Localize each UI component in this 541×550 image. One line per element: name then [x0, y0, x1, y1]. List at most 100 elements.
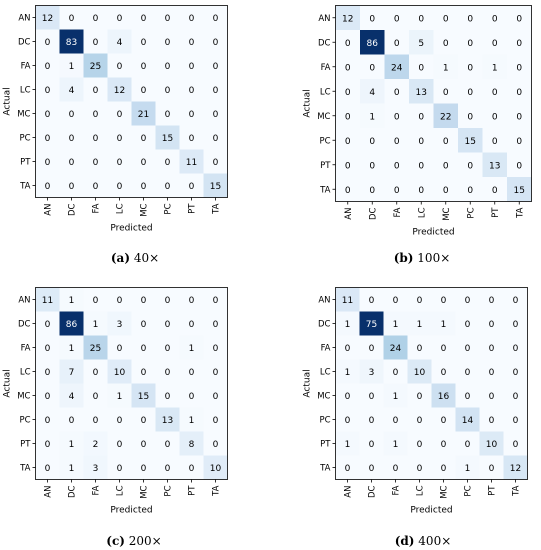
cell-value: 0 [189, 296, 195, 306]
cell-value: 0 [213, 368, 219, 378]
cell-value: 11 [42, 296, 53, 306]
matrix-cell [431, 455, 456, 480]
x-tick-label: FA [392, 485, 402, 495]
cell-value: 0 [189, 464, 195, 474]
matrix-frame [35, 5, 228, 198]
matrix-cell [360, 30, 385, 55]
cell-value: 0 [489, 464, 495, 474]
matrix-cell [359, 455, 384, 480]
cell-value: 0 [213, 62, 219, 72]
cell-value: 0 [117, 296, 123, 306]
cell-value: 11 [186, 158, 197, 168]
x-tick-label: AN [344, 486, 354, 498]
cell-value: 0 [345, 112, 351, 122]
cell-value: 0 [69, 158, 75, 168]
cell-value: 0 [141, 464, 147, 474]
cell-value: 0 [189, 38, 195, 48]
y-tick-label: FA [21, 344, 31, 354]
matrix-cell [359, 407, 384, 432]
x-tick-label: PC [464, 485, 474, 496]
x-tick-label: PT [488, 485, 498, 496]
x-axis-label: Predicted [110, 224, 152, 234]
cell-value: 0 [369, 14, 375, 24]
matrix-cell [131, 53, 156, 78]
matrix-cell [479, 455, 504, 480]
cell-value: 1 [465, 464, 471, 474]
cell-value: 0 [93, 182, 99, 192]
cell-value: 0 [213, 440, 219, 450]
cell-value: 0 [467, 161, 473, 171]
matrix-cell [407, 407, 432, 432]
matrix-cell [179, 77, 204, 102]
cell-value: 13 [489, 161, 500, 171]
matrix-cell [155, 287, 180, 312]
cell-value: 0 [141, 368, 147, 378]
cell-value: 0 [467, 63, 473, 73]
cell-value: 0 [165, 440, 171, 450]
cell-value: 0 [45, 416, 51, 426]
confusion-matrix-panel-3: 11 1 0 0 0 0 0 00 86 1 3 0 0 0 00 1 25 0 0 0 1 00 7 0 10 0 0 0 00 4 0 1… [3, 287, 228, 548]
matrix-cell [179, 125, 204, 150]
cell-value: 0 [45, 182, 51, 192]
matrix-cell [203, 77, 228, 102]
x-tick-label: AN [344, 208, 354, 220]
cell-value: 0 [369, 161, 375, 171]
matrix-cell [503, 431, 528, 456]
y-tick-label: MC [317, 112, 330, 122]
matrix-cell [35, 335, 60, 360]
cell-value: 25 [90, 62, 101, 72]
cell-value: 0 [489, 296, 495, 306]
cell-value: 1 [117, 392, 123, 402]
matrix-cell [409, 54, 434, 79]
x-tick-label: TA [512, 485, 522, 497]
cell-value: 0 [45, 368, 51, 378]
matrix-cell [335, 383, 360, 408]
matrix-cell [407, 359, 432, 384]
matrix-cell [407, 455, 432, 480]
cell-value: 11 [342, 296, 353, 306]
cell-value: 0 [441, 464, 447, 474]
x-axis-label: Predicted [412, 228, 454, 238]
matrix-cell [59, 383, 84, 408]
matrix-cell [35, 149, 60, 174]
y-tick-label: PC [19, 416, 30, 426]
matrix-cell [433, 54, 458, 79]
matrix-cell [360, 54, 385, 79]
matrix-cell [455, 335, 480, 360]
cell-value: 0 [93, 296, 99, 306]
matrix-cell [35, 77, 60, 102]
cell-value: 0 [69, 416, 75, 426]
cell-value: 0 [465, 320, 471, 330]
matrix-cell [384, 128, 409, 153]
x-tick-label: PT [188, 203, 198, 214]
matrix-cell [35, 287, 60, 312]
cell-value: 1 [393, 440, 399, 450]
cell-value: 0 [443, 39, 449, 49]
cell-value: 0 [165, 368, 171, 378]
x-tick-label: DC [368, 485, 378, 498]
matrix-cell [455, 287, 480, 312]
cell-value: 0 [45, 62, 51, 72]
cell-value: 1 [69, 344, 75, 354]
cell-value: 0 [93, 86, 99, 96]
matrix-cell [59, 5, 84, 30]
matrix-cell [455, 431, 480, 456]
matrix-cell [131, 407, 156, 432]
x-tick-label: TA [212, 203, 222, 215]
matrix-cell [107, 335, 132, 360]
cell-value: 14 [462, 416, 474, 426]
matrix-cell [203, 125, 228, 150]
matrix-cell [155, 125, 180, 150]
x-tick-label: PT [188, 485, 198, 496]
y-tick-label: PT [320, 161, 331, 171]
matrix-cell [131, 101, 156, 126]
x-tick-label: LC [416, 485, 426, 496]
matrix-cell [503, 383, 528, 408]
y-tick-label: PC [319, 136, 330, 146]
cell-value: 1 [69, 296, 75, 306]
cell-value: 0 [213, 86, 219, 96]
cell-value: 0 [516, 39, 522, 49]
matrix-cell [59, 359, 84, 384]
cell-value: 0 [467, 88, 473, 98]
matrix-cell [107, 53, 132, 78]
